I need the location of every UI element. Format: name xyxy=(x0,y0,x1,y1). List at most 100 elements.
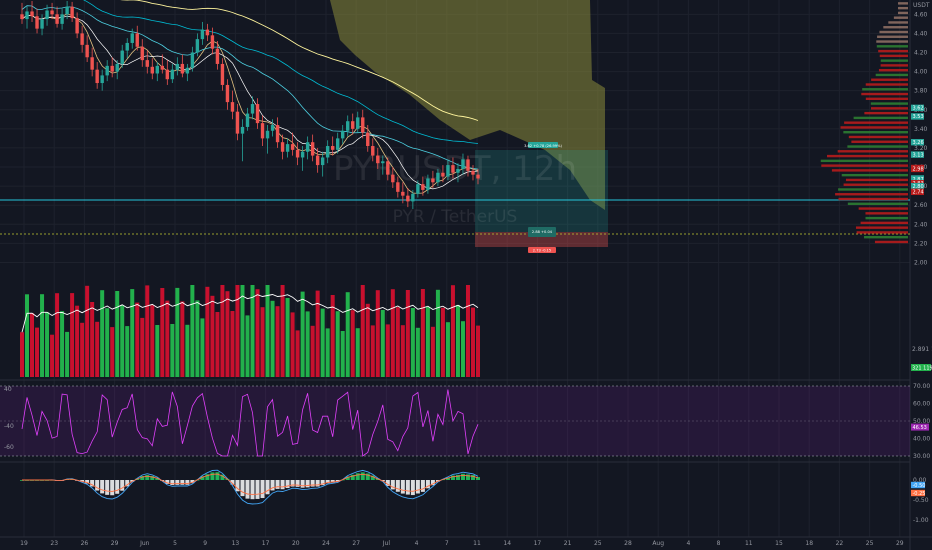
time-tick-label: 17 xyxy=(534,540,542,547)
time-tick-label: 14 xyxy=(503,540,511,547)
volume-bar xyxy=(430,326,435,377)
candle-body xyxy=(175,63,180,70)
candle-body xyxy=(85,44,89,58)
candle-body xyxy=(245,113,250,127)
price-tick-label: 3.80 xyxy=(914,88,928,95)
time-tick-label: Aug xyxy=(652,540,664,547)
pane-axes: 2.891 17M 321 119k 70.00 60.00 50.00 40.00 30.… xyxy=(4,346,932,524)
volume-profile-row xyxy=(888,21,908,24)
volume-bar xyxy=(135,302,140,377)
rsi-line xyxy=(21,389,479,457)
macd-histogram-bar xyxy=(190,480,195,484)
volume-bars xyxy=(20,285,480,377)
time-tick-label: Jul xyxy=(382,540,391,547)
macd-badge-box xyxy=(911,489,925,497)
candle-body xyxy=(230,102,235,112)
macd-histogram-bar xyxy=(240,480,245,497)
macd-histogram-bar xyxy=(205,474,210,480)
candle-body xyxy=(411,193,415,202)
price-tick-label: 4.20 xyxy=(914,49,928,56)
macd-histogram-bar xyxy=(180,480,185,485)
time-tick-label: 22 xyxy=(836,540,844,547)
volume-bar xyxy=(295,330,300,377)
volume-bar xyxy=(120,305,125,377)
candle-body xyxy=(461,159,465,169)
macd-histogram-bar xyxy=(140,476,145,480)
volume-bar xyxy=(55,293,60,377)
volume-bar xyxy=(80,322,85,377)
volume-bar xyxy=(215,312,220,377)
volume-bar xyxy=(280,285,285,377)
rsi-line-path xyxy=(21,389,479,457)
volume-bar xyxy=(65,331,70,377)
macd-histogram-bar xyxy=(430,480,435,486)
volume-bar xyxy=(335,311,340,377)
candle-body xyxy=(200,29,205,40)
volume-bar xyxy=(355,328,360,377)
candle-body xyxy=(75,18,79,34)
volume-bar xyxy=(105,308,110,377)
candle-body xyxy=(250,104,255,114)
macd-histogram-bar xyxy=(220,474,225,480)
candle-body xyxy=(376,155,380,164)
price-axis[interactable]: 4.604.404.204.003.803.603.403.203.002.80… xyxy=(911,2,930,266)
price-badge-box xyxy=(911,176,924,183)
volume-bar xyxy=(240,285,245,377)
macd-histogram-bar xyxy=(355,473,360,480)
volume-profile-row xyxy=(898,2,908,5)
macd-histogram-bar xyxy=(230,480,235,485)
candle-body xyxy=(195,39,200,53)
volume-bar xyxy=(45,312,50,377)
volume-bar xyxy=(320,308,325,377)
volume-bar xyxy=(235,285,240,377)
macd-histogram-bar xyxy=(450,475,455,480)
volume-bar xyxy=(405,290,410,377)
time-tick-label: 4 xyxy=(686,540,690,547)
volume-bar xyxy=(476,325,480,377)
volume-ma-line xyxy=(21,294,479,333)
time-tick-label: 11 xyxy=(745,540,753,547)
price-tick-label: 3.20 xyxy=(914,145,928,152)
candle-body xyxy=(210,35,215,49)
volume-bar xyxy=(370,325,375,377)
time-tick-label: 24 xyxy=(322,540,330,547)
volume-profile-row xyxy=(838,197,908,201)
volume-bar xyxy=(190,285,195,377)
volume-profile-row xyxy=(848,135,908,139)
time-tick-label: 13 xyxy=(232,540,240,547)
entry-label-box xyxy=(528,227,556,237)
candlestick-series xyxy=(20,0,480,210)
candle-body xyxy=(361,117,365,133)
volume-bar xyxy=(145,285,150,377)
volume-bar xyxy=(255,289,260,377)
volume-bar xyxy=(155,325,160,377)
volume-profile-row xyxy=(862,88,908,91)
time-tick-label: 9 xyxy=(203,540,207,547)
price-axis-unit: USDT xyxy=(913,2,930,9)
macd-signal-line xyxy=(22,473,479,495)
candle-body xyxy=(50,10,54,15)
volume-bar xyxy=(110,327,115,377)
macd-histogram-bar xyxy=(390,480,395,490)
volume-profile-row xyxy=(865,83,908,86)
time-tick-label: 7 xyxy=(445,540,449,547)
macd-histogram-bar xyxy=(95,480,100,491)
price-tick-label: 2.00 xyxy=(914,259,928,266)
candle-body xyxy=(406,195,410,202)
macd-histogram-bar xyxy=(360,472,365,480)
candle-body xyxy=(416,184,420,194)
candle-body xyxy=(371,146,375,156)
candle-body xyxy=(150,66,154,74)
time-axis[interactable]: 19 23 26 29 Jun 5 9 13 17 20 24 27 Jul 4 7 11 14 17 21 25 28… xyxy=(20,540,904,547)
time-tick-label: 27 xyxy=(352,540,360,547)
macd-histogram-bar xyxy=(110,480,115,496)
price-badge-box xyxy=(911,139,924,146)
candle-body xyxy=(295,149,300,158)
volume-profile-row xyxy=(865,216,908,220)
macd-histogram-bar xyxy=(395,480,400,492)
volume-profile-row xyxy=(847,202,908,205)
volume-profile-row xyxy=(893,16,908,19)
candle-body xyxy=(240,126,245,134)
candle-body xyxy=(426,178,430,190)
